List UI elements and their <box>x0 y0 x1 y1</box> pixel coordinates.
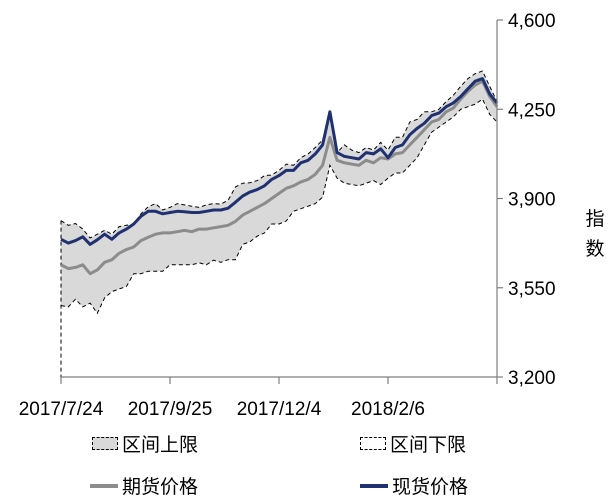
axis-layer: 2017/7/24 2017/9/25 2017/12/4 2018/2/6 3,200… <box>19 11 556 420</box>
band-lower-line <box>60 98 498 315</box>
y-tick-label: 4,250 <box>508 100 556 121</box>
y-tick-label: 4,600 <box>508 11 556 32</box>
legend-swatch-spot-price <box>360 483 388 488</box>
legend-spot-price: 现货价格 <box>360 472 468 499</box>
y-tick-label: 3,200 <box>508 368 556 389</box>
legend-label-band-lower: 区间下限 <box>390 435 467 456</box>
y-tick-label: 3,550 <box>508 279 556 300</box>
legend-label-spot-price: 现货价格 <box>392 477 469 498</box>
legend-futures-price: 期货价格 <box>90 472 198 499</box>
legend-band-lower: 区间下限 <box>360 430 466 457</box>
y-tick-label: 3,900 <box>508 190 556 211</box>
spot-price-line <box>60 77 499 246</box>
legend-band-upper: 区间上限 <box>92 430 198 457</box>
x-tick-label: 2017/7/24 <box>19 399 104 420</box>
legend-label-futures-price: 期货价格 <box>122 477 199 498</box>
futures-price-line <box>60 79 499 276</box>
legend-swatch-band-lower <box>360 437 386 450</box>
x-tick-label: 2018/2/6 <box>351 399 425 420</box>
legend-label-band-upper: 区间上限 <box>122 435 199 456</box>
x-tick-label: 2017/9/25 <box>128 399 213 420</box>
y-axis-label: 指数 <box>585 209 605 260</box>
legend-swatch-band-upper <box>92 437 118 450</box>
line-layer <box>60 77 499 276</box>
legend-swatch-futures-price <box>90 483 118 488</box>
x-tick-label: 2017/12/4 <box>237 399 322 420</box>
